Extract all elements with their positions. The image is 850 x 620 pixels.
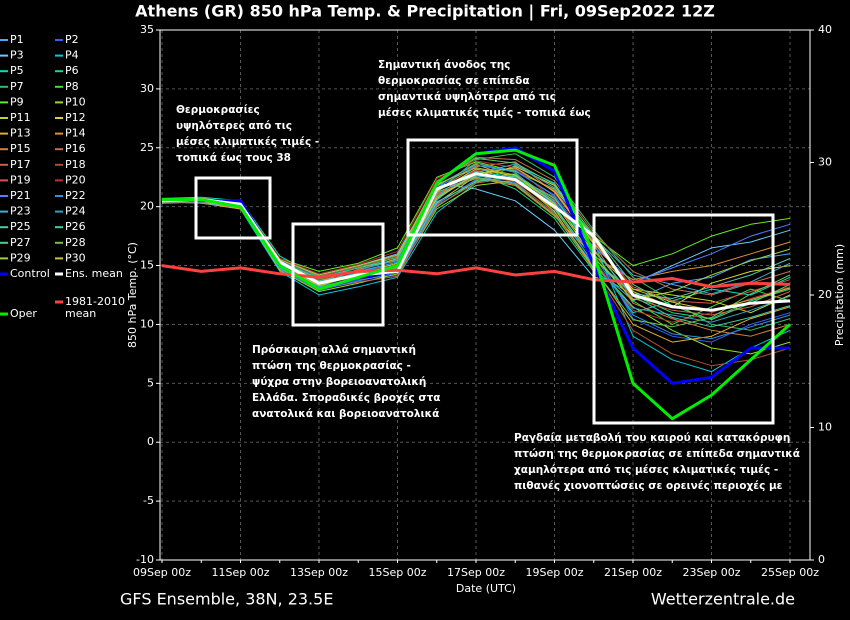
legend-label: P8 [65,80,79,93]
highlight-boxes [194,138,775,425]
x-tick-label: 25Sep 00z [761,566,819,579]
y2-tick-label: 30 [818,156,832,169]
legend-label: P30 [65,251,86,264]
annotation-box: Ραγδαία μεταβολή του καιρού και κατακόρυ… [514,432,800,492]
highlight-box [291,222,385,327]
chart-title: Athens (GR) 850 hPa Temp. & Precipitatio… [135,2,715,22]
x-tick-label: 15Sep 00z [369,566,427,579]
y-tick-label: -10 [136,553,154,566]
x-tick-label: 09Sep 00z [133,566,191,579]
series-line [161,172,791,312]
highlight-box [592,213,775,425]
y-tick-label: 15 [140,259,154,272]
legend-label: Control [10,267,50,280]
legend-label: P11 [10,111,31,124]
y-tick-label: 20 [140,200,154,213]
y2-tick-label: 20 [818,288,832,301]
legend-label: Oper [10,307,37,320]
y-axis-label: 850 hPa Temp. (°C) [126,242,139,348]
x-axis-label: Date (UTC) [456,582,516,595]
legend-label: 1981-2010 mean [65,296,125,320]
legend-label: P3 [10,49,24,62]
legend-label: P19 [10,173,31,186]
legend-label: P27 [10,236,31,249]
x-tick-label: 17Sep 00z [447,566,505,579]
legend-label: P10 [65,95,86,108]
legend-label: P7 [10,80,24,93]
legend-label: P14 [65,127,86,140]
y-tick-label: 30 [140,82,154,95]
x-tick-label: 11Sep 00z [212,566,270,579]
y-tick-label: -5 [143,494,154,507]
legend-label: P4 [65,49,79,62]
x-tick-label: 19Sep 00z [526,566,584,579]
legend-label: P2 [65,33,79,46]
footer-left: GFS Ensemble, 38N, 23.5E [120,590,333,609]
y-tick-label: 5 [147,376,154,389]
series-line [162,148,792,421]
y2-tick-label: 10 [818,421,832,434]
annotation: Θερμοκρασίες υψηλότερες από τις μέσες κλ… [176,104,320,164]
footer-right: Wetterzentrale.de [651,590,795,609]
x-tick-label: 21Sep 00z [604,566,662,579]
annotation-box: Σημαντική άνοδος της θερμοκρασίας σε επί… [378,59,591,119]
legend-label: P9 [10,95,24,108]
x-tick-label: 23Sep 00z [683,566,741,579]
annotation: Ραγδαία μεταβολή του καιρού και κατακόρυ… [514,432,800,492]
y-tick-label: 0 [147,435,154,448]
legend-label: P22 [65,189,86,202]
legend-label: P15 [10,142,31,155]
legend-label: P12 [65,111,86,124]
annotation: Πρόσκαιρη αλλά σημαντική πτώση της θερμο… [252,344,441,420]
x-tick-label: 13Sep 00z [290,566,348,579]
highlight-box [406,138,579,237]
annotation: Σημαντική άνοδος της θερμοκρασίας σε επί… [378,59,591,119]
legend-label: P26 [65,220,86,233]
legend-label: P6 [65,64,79,77]
legend-label: P16 [65,142,86,155]
y-tick-label: 10 [140,317,154,330]
y-tick-label: 25 [140,141,154,154]
legend-label: P25 [10,220,31,233]
legend-label: P21 [10,189,31,202]
annotation-box: Θερμοκρασίες υψηλότερες από τις μέσες κλ… [176,104,320,164]
y-tick-label: 35 [140,23,154,36]
legend-label-box: 1981-2010 mean [65,296,125,320]
legend-label: P20 [65,173,86,186]
legend-label: P13 [10,127,31,140]
y2-axis-label: Precipitation (mm) [833,244,846,346]
legend-label: P28 [65,236,86,249]
y2-tick-label: 0 [818,553,825,566]
y2-tick-label: 40 [818,23,832,36]
legend-label: P1 [10,33,24,46]
highlight-box [194,176,272,240]
series-line [161,160,791,323]
legend-label: P18 [65,158,86,171]
legend-label: P24 [65,205,86,218]
legend-label: P23 [10,205,31,218]
legend-label: Ens. mean [65,267,123,280]
legend-label: P5 [10,64,24,77]
annotation-box: Πρόσκαιρη αλλά σημαντική πτώση της θερμο… [252,344,441,420]
legend-label: P29 [10,251,31,264]
legend-label: P17 [10,158,31,171]
series-line [161,264,791,289]
